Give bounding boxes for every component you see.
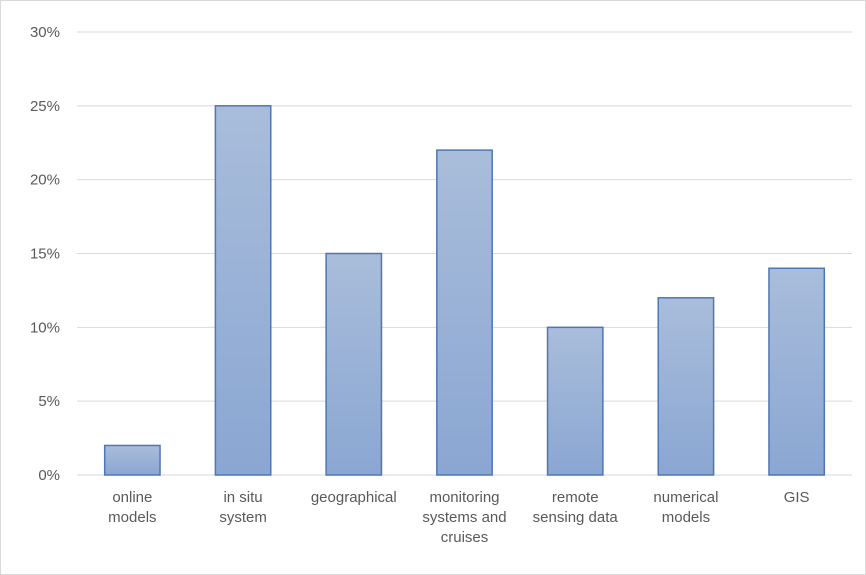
y-tick-label: 25% <box>30 98 60 115</box>
y-tick-label: 20% <box>30 172 60 189</box>
y-tick-label: 0% <box>38 467 60 484</box>
x-category-label: geographical <box>311 489 397 506</box>
y-tick-label: 15% <box>30 246 60 263</box>
x-category-label-line: models <box>662 509 710 526</box>
bar <box>436 149 493 476</box>
x-category-label-line: geographical <box>311 489 397 506</box>
x-category-label-line: remote <box>552 489 599 506</box>
x-category-label-line: online <box>112 489 152 506</box>
bar <box>214 105 272 476</box>
x-category-label-line: numerical <box>653 489 718 506</box>
x-category-label-line: monitoring <box>429 489 499 506</box>
x-category-label-line: models <box>108 509 156 526</box>
x-category-label-line: in situ <box>223 489 262 506</box>
y-axis-ticks: 0% 5% 10% 15% 20% 25% 30% <box>30 24 60 484</box>
y-tick-label: 5% <box>38 393 60 410</box>
bar <box>103 444 161 476</box>
x-category-label-line: sensing data <box>533 509 619 526</box>
bar <box>546 326 604 476</box>
x-category-label-line: system <box>219 509 267 526</box>
y-tick-label: 30% <box>30 24 60 41</box>
x-category-label: GIS <box>784 489 810 506</box>
x-category-label: monitoring systems and cruises <box>422 489 506 546</box>
bars <box>103 105 826 476</box>
x-category-label: online models <box>108 489 156 526</box>
bar <box>768 267 826 476</box>
x-category-label: in situ system <box>219 489 267 526</box>
x-category-label: numerical models <box>653 489 718 526</box>
y-tick-label: 10% <box>30 319 60 336</box>
bar <box>325 252 383 476</box>
bar <box>657 297 715 476</box>
x-category-label-line: GIS <box>784 489 810 506</box>
x-axis-labels: online models in situ system geographical mon… <box>108 489 809 546</box>
x-category-label-line: systems and <box>422 509 506 526</box>
x-category-label-line: cruises <box>441 529 489 546</box>
x-category-label: remote sensing data <box>533 489 619 526</box>
